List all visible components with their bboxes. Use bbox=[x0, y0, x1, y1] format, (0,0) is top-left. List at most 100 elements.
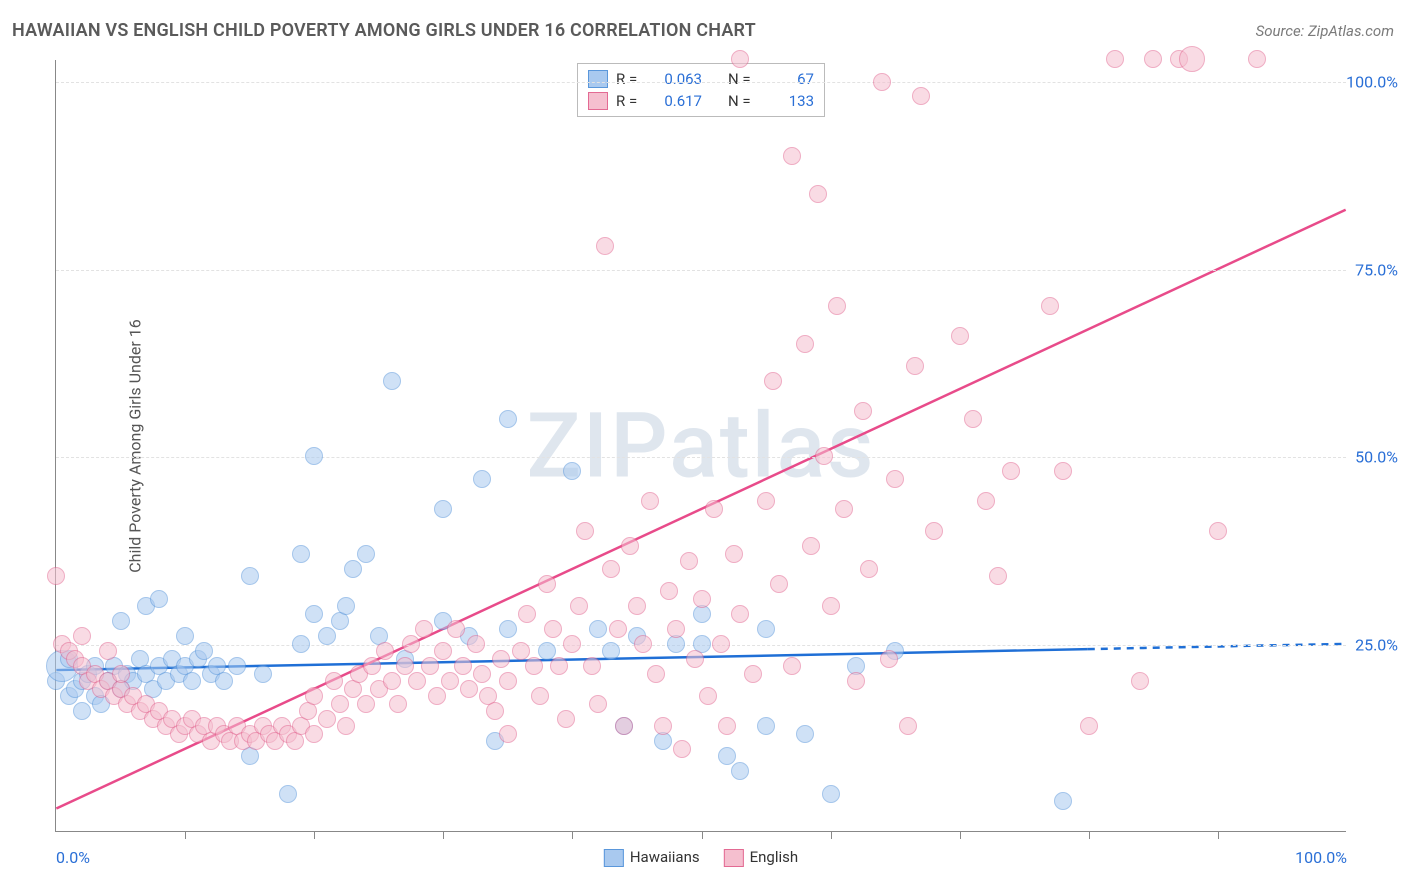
data-point-english bbox=[389, 695, 407, 713]
source-label: Source: ZipAtlas.com bbox=[1256, 22, 1394, 40]
legend-row-hawaiians: R =0.063N =67 bbox=[588, 68, 814, 90]
data-point-hawaiians bbox=[344, 560, 362, 578]
data-point-english bbox=[596, 237, 614, 255]
data-point-english bbox=[757, 492, 775, 510]
data-point-english bbox=[454, 657, 472, 675]
data-point-english bbox=[544, 620, 562, 638]
data-point-english bbox=[925, 522, 943, 540]
data-point-english bbox=[357, 695, 375, 713]
legend-item-hawaiians: Hawaiians bbox=[604, 848, 700, 867]
y-tick-label: 75.0% bbox=[1355, 260, 1398, 279]
data-point-english bbox=[725, 545, 743, 563]
data-point-hawaiians bbox=[538, 642, 556, 660]
data-point-english bbox=[912, 87, 930, 105]
data-point-english bbox=[467, 635, 485, 653]
gridline bbox=[56, 457, 1346, 458]
data-point-english bbox=[647, 665, 665, 683]
data-point-english bbox=[989, 567, 1007, 585]
data-point-english bbox=[744, 665, 762, 683]
data-point-english bbox=[899, 717, 917, 735]
data-point-english bbox=[615, 717, 633, 735]
data-point-hawaiians bbox=[318, 627, 336, 645]
data-point-hawaiians bbox=[383, 372, 401, 390]
x-tick bbox=[572, 831, 573, 839]
data-point-english bbox=[673, 740, 691, 758]
data-point-english bbox=[822, 597, 840, 615]
data-point-hawaiians bbox=[718, 747, 736, 765]
data-point-english bbox=[408, 672, 426, 690]
x-end-label: 0.0% bbox=[56, 848, 90, 867]
data-point-hawaiians bbox=[292, 545, 310, 563]
data-point-english bbox=[764, 372, 782, 390]
data-point-english bbox=[512, 642, 530, 660]
data-point-english bbox=[1041, 297, 1059, 315]
legend-swatch-english bbox=[724, 849, 744, 867]
legend-r-label: R = bbox=[616, 70, 640, 88]
data-point-english bbox=[609, 620, 627, 638]
data-point-hawaiians bbox=[195, 642, 213, 660]
data-point-english bbox=[337, 717, 355, 735]
data-point-english bbox=[802, 537, 820, 555]
legend-swatch-hawaiians bbox=[604, 849, 624, 867]
data-point-english bbox=[434, 642, 452, 660]
data-point-hawaiians bbox=[337, 597, 355, 615]
data-point-hawaiians bbox=[112, 612, 130, 630]
x-tick bbox=[443, 831, 444, 839]
legend-swatch-hawaiians bbox=[588, 70, 608, 88]
data-point-english bbox=[1080, 717, 1098, 735]
legend-n-label: N = bbox=[728, 92, 752, 110]
legend-n-value: 133 bbox=[760, 92, 814, 110]
data-point-english bbox=[860, 560, 878, 578]
data-point-hawaiians bbox=[499, 410, 517, 428]
data-point-english bbox=[712, 635, 730, 653]
data-point-english bbox=[518, 605, 536, 623]
data-point-english bbox=[718, 717, 736, 735]
x-tick bbox=[314, 831, 315, 839]
legend-item-english: English bbox=[724, 848, 799, 867]
data-point-hawaiians bbox=[215, 672, 233, 690]
data-point-english bbox=[835, 500, 853, 518]
data-point-hawaiians bbox=[357, 545, 375, 563]
data-point-english bbox=[421, 657, 439, 675]
x-tick bbox=[1089, 831, 1090, 839]
data-point-hawaiians bbox=[434, 500, 452, 518]
data-point-english bbox=[731, 50, 749, 68]
data-point-english bbox=[634, 635, 652, 653]
data-point-hawaiians bbox=[176, 627, 194, 645]
data-point-english bbox=[1209, 522, 1227, 540]
data-point-english bbox=[667, 620, 685, 638]
data-point-english bbox=[641, 492, 659, 510]
data-point-hawaiians bbox=[563, 462, 581, 480]
data-point-english bbox=[499, 725, 517, 743]
data-point-english bbox=[686, 650, 704, 668]
data-point-english bbox=[693, 590, 711, 608]
chart-title: HAWAIIAN VS ENGLISH CHILD POVERTY AMONG … bbox=[12, 20, 756, 41]
gridline bbox=[56, 270, 1346, 271]
data-point-english bbox=[796, 335, 814, 353]
data-point-english bbox=[402, 635, 420, 653]
data-point-english bbox=[660, 582, 678, 600]
chart-container: HAWAIIAN VS ENGLISH CHILD POVERTY AMONG … bbox=[0, 0, 1406, 892]
data-point-english bbox=[305, 725, 323, 743]
data-point-english bbox=[99, 642, 117, 660]
data-point-hawaiians bbox=[796, 725, 814, 743]
data-point-english bbox=[783, 657, 801, 675]
data-point-hawaiians bbox=[228, 657, 246, 675]
data-point-english bbox=[531, 687, 549, 705]
legend-n-value: 67 bbox=[760, 70, 814, 88]
data-point-hawaiians bbox=[183, 672, 201, 690]
data-point-english bbox=[73, 627, 91, 645]
data-point-english bbox=[977, 492, 995, 510]
data-point-hawaiians bbox=[279, 785, 297, 803]
data-point-english bbox=[854, 402, 872, 420]
data-point-english bbox=[589, 695, 607, 713]
data-point-hawaiians bbox=[731, 762, 749, 780]
trend-lines-layer bbox=[56, 60, 1346, 831]
trend-line-english bbox=[56, 210, 1345, 809]
data-point-english bbox=[583, 657, 601, 675]
legend-label-hawaiians: Hawaiians bbox=[630, 848, 700, 866]
data-point-english bbox=[964, 410, 982, 428]
data-point-english bbox=[376, 642, 394, 660]
x-end-label: 100.0% bbox=[1295, 848, 1347, 867]
data-point-hawaiians bbox=[254, 665, 272, 683]
